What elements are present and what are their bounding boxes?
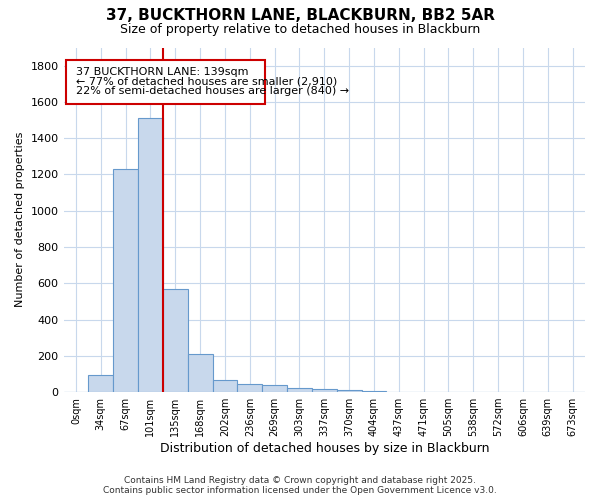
Bar — [238, 384, 262, 392]
Bar — [163, 288, 188, 392]
Bar — [362, 391, 386, 392]
Text: Contains HM Land Registry data © Crown copyright and database right 2025.
Contai: Contains HM Land Registry data © Crown c… — [103, 476, 497, 495]
Text: 37 BUCKTHORN LANE: 139sqm: 37 BUCKTHORN LANE: 139sqm — [76, 68, 248, 78]
Bar — [337, 390, 362, 392]
Bar — [287, 388, 312, 392]
Bar — [262, 386, 287, 392]
Bar — [212, 380, 238, 392]
Bar — [312, 390, 337, 392]
Bar — [188, 354, 212, 392]
Bar — [88, 375, 113, 392]
Y-axis label: Number of detached properties: Number of detached properties — [15, 132, 25, 308]
Text: Size of property relative to detached houses in Blackburn: Size of property relative to detached ho… — [120, 22, 480, 36]
Bar — [113, 169, 138, 392]
Text: ← 77% of detached houses are smaller (2,910): ← 77% of detached houses are smaller (2,… — [76, 76, 337, 86]
Text: 37, BUCKTHORN LANE, BLACKBURN, BB2 5AR: 37, BUCKTHORN LANE, BLACKBURN, BB2 5AR — [106, 8, 494, 22]
Bar — [138, 118, 163, 392]
Text: 22% of semi-detached houses are larger (840) →: 22% of semi-detached houses are larger (… — [76, 86, 349, 96]
Bar — [66, 60, 265, 104]
X-axis label: Distribution of detached houses by size in Blackburn: Distribution of detached houses by size … — [160, 442, 489, 455]
